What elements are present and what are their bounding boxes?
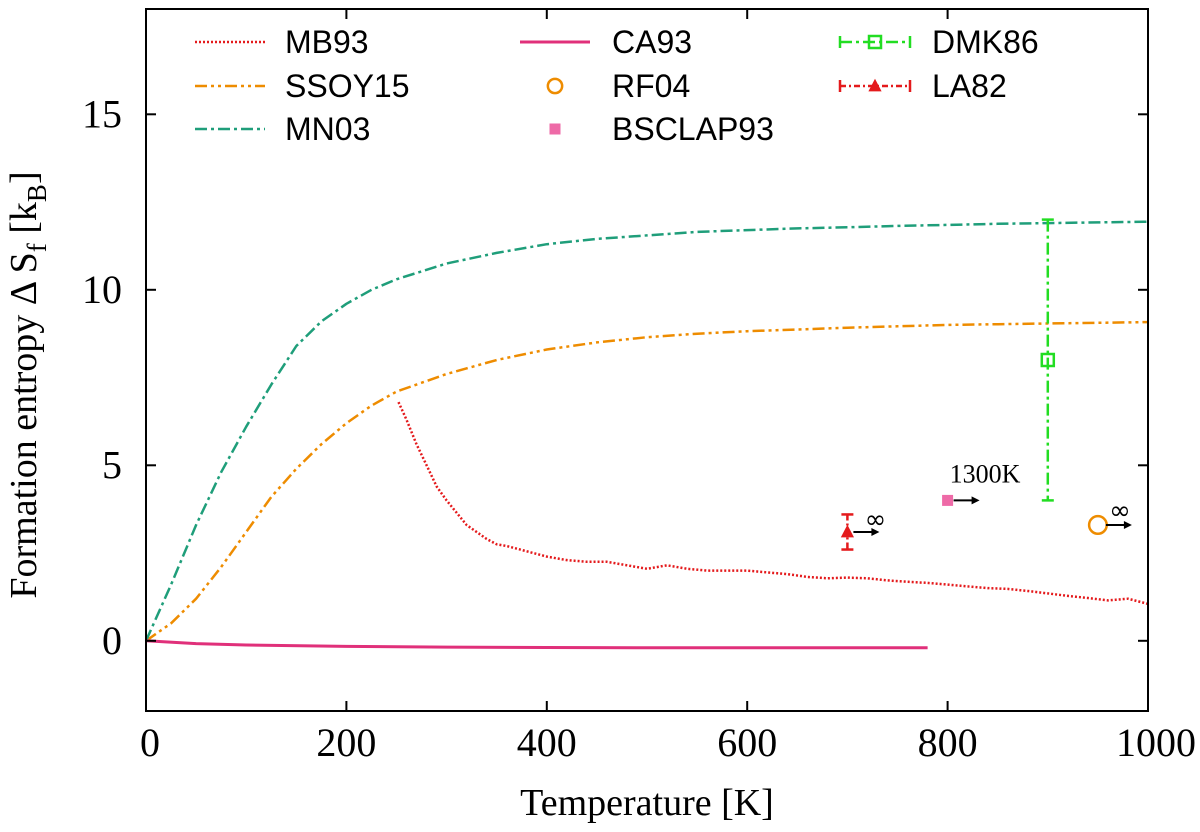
x-tick-label: 400: [517, 720, 577, 765]
y-tick-label: 5: [102, 442, 122, 487]
legend-swatch-marker-dmk86: [867, 34, 883, 50]
legend-label-ca93: CA93: [612, 24, 692, 60]
legend-label-mb93: MB93: [285, 24, 369, 60]
annotation-bsclap93: 1300K: [950, 459, 1021, 488]
legend-swatch-rf04: [546, 77, 564, 95]
x-tick-label: 600: [717, 720, 777, 765]
legend-label-bsclap93: BSCLAP93: [612, 111, 774, 147]
x-tick-label: 0: [140, 720, 160, 765]
series-line-mb93: [397, 401, 1149, 606]
series-line-ca93: [145, 639, 928, 650]
x-tick-label: 200: [316, 720, 376, 765]
legend-label-ssoy15: SSOY15: [285, 68, 410, 104]
legend: MB93 SSOY15 MN03 CA93 RF04 BSCLAP93 DMK86 LA82: [195, 24, 1039, 147]
y-axis-title: Formation entropy Δ Sf [kB]: [3, 171, 52, 598]
legend-swatch-marker-la82: [868, 78, 882, 92]
legend-label-dmk86: DMK86: [932, 24, 1039, 60]
arrow-bsclap93-head: [971, 496, 980, 505]
data-point-bsclap93: [942, 494, 954, 506]
series-layer: [144, 220, 1149, 650]
x-tick-label: 1000: [1116, 720, 1196, 765]
arrow-la82-head: [871, 527, 880, 536]
legend-label-la82: LA82: [932, 68, 1007, 104]
x-tick-label: 800: [918, 720, 978, 765]
series-line-mn03: [144, 220, 1149, 642]
plot-frame: [145, 8, 1149, 712]
y-tick-label: 10: [82, 267, 122, 312]
annotation-rf04: ∞: [1109, 496, 1131, 526]
annotation-la82: ∞: [865, 505, 887, 535]
data-point-dmk86: [1040, 352, 1056, 368]
x-axis-title: Temperature [K]: [520, 782, 774, 824]
legend-label-mn03: MN03: [285, 111, 370, 147]
series-line-ssoy15: [145, 320, 1149, 642]
legend-label-rf04: RF04: [612, 68, 690, 104]
points-layer: ∞ 1300K ∞: [840, 218, 1132, 551]
legend-swatch-bsclap93: [549, 123, 561, 135]
y-tick-label: 15: [82, 91, 122, 136]
data-point-la82: [840, 524, 854, 538]
arrow-rf04-head: [1123, 520, 1132, 529]
ticks-layer: 0 200 400 600 800 1000 0 5 10 15: [82, 9, 1196, 765]
y-tick-label: 0: [102, 618, 122, 663]
